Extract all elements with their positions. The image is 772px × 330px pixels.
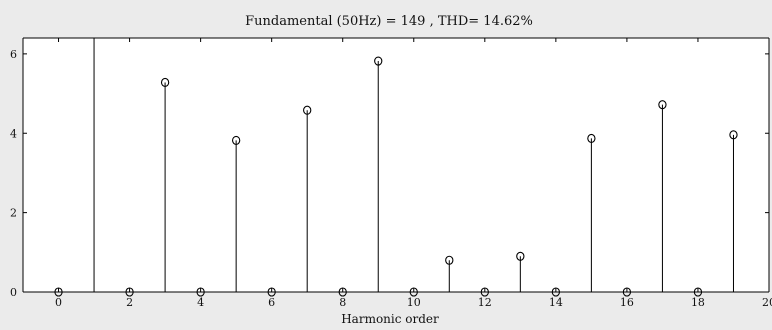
stem-marker [231,135,241,145]
stem-marker [658,100,667,110]
ticks-layer: 0 2 4 6 8 10 12 14 16 18 20 0 2 4 6 [10,38,772,309]
x-tick-label: 18 [691,296,705,309]
x-tick-label: 10 [407,296,421,309]
x-tick-label: 2 [126,296,133,309]
stem-marker [587,133,596,143]
y-tick-label: 0 [10,286,17,299]
chart-title: Fundamental (50Hz) = 149 , THD= 14.62% [245,14,533,29]
stem-marker [160,77,170,87]
x-tick-label: 0 [55,296,62,309]
stem-marker [729,130,738,140]
y-tick-label: 2 [10,207,17,220]
x-tick-label: 12 [478,296,492,309]
y-tick-label: 4 [10,127,17,140]
stem-marker [374,56,383,66]
x-tick-label: 16 [620,296,634,309]
x-axis-label: Harmonic order [341,312,439,326]
x-tick-label: 20 [762,296,772,309]
stem-marker [516,251,525,261]
stems-layer [54,38,738,297]
stem-marker [445,255,454,265]
stem-marker [303,105,312,115]
plot-area [23,38,769,292]
x-tick-label: 4 [197,296,204,309]
x-tick-label: 14 [549,296,563,309]
x-tick-label: 8 [339,296,346,309]
x-tick-label: 6 [268,296,275,309]
y-tick-label: 6 [10,48,17,61]
